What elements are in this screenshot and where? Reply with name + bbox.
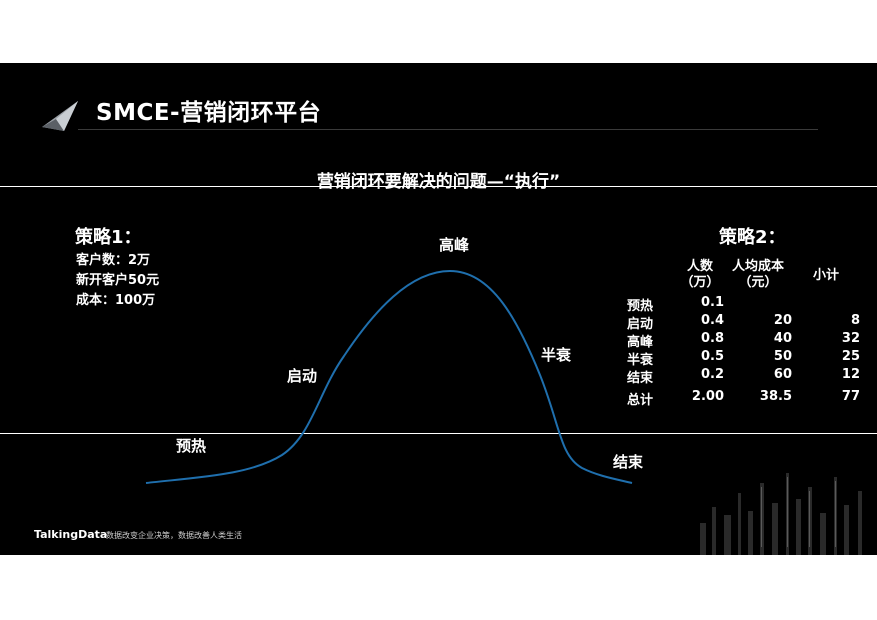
footer-slogan: 数据改变企业决策，数据改善人类生活 [106, 531, 242, 540]
strategy1-total-cost: 成本：100万 [76, 293, 156, 308]
baseline-divider [0, 433, 877, 434]
slide: SMCE-营销闭环平台 营销闭环要解决的问题—“执行” 策略1： 客户数：2万 … [0, 63, 877, 555]
total-subtotal: 77 [841, 389, 860, 404]
curve-label-launch: 启动 [287, 367, 318, 385]
row-people: 0.4 [700, 313, 724, 328]
curve-label-peak: 高峰 [439, 236, 470, 254]
curve-label-end: 结束 [613, 453, 644, 471]
strategy2-heading: 策略2： [719, 227, 786, 248]
total-unit-cost: 38.5 [759, 389, 792, 404]
row-people: 0.1 [700, 295, 724, 310]
row-subtotal: 12 [841, 367, 860, 382]
header-unit-cost-unit: （元） [738, 275, 778, 290]
header-people: 人数 （万） [678, 259, 722, 291]
curve-label-decline: 半衰 [541, 346, 572, 364]
lifecycle-curve-line [145, 269, 633, 484]
curve-label-preheat: 预热 [176, 437, 207, 455]
row-unit-cost: 40 [773, 331, 792, 346]
row-stage: 预热 [627, 299, 654, 314]
city-skyline-decoration [700, 473, 862, 555]
row-unit-cost: 50 [773, 349, 792, 364]
footer-brand-logo: TalkingData [34, 528, 108, 541]
header-people-label: 人数 [686, 259, 713, 274]
title-divider [78, 129, 818, 130]
row-stage: 半衰 [627, 353, 654, 368]
strategy1-heading: 策略1： [75, 227, 142, 248]
slide-title: SMCE-营销闭环平台 [96, 100, 322, 126]
header-unit-cost-label: 人均成本 [731, 259, 784, 274]
row-unit-cost: 20 [773, 313, 792, 328]
total-stage: 总计 [627, 393, 654, 408]
logo-icon [42, 101, 78, 131]
header-unit-cost: 人均成本 （元） [726, 259, 790, 291]
row-subtotal: 8 [850, 313, 860, 328]
row-stage: 结束 [627, 371, 654, 386]
header-people-unit: （万） [680, 275, 720, 290]
row-subtotal: 32 [841, 331, 860, 346]
strategy1-new-customer-cost: 新开客户50元 [76, 273, 160, 288]
lifecycle-curve [145, 269, 633, 484]
row-unit-cost: 60 [773, 367, 792, 382]
row-people: 0.8 [700, 331, 724, 346]
row-people: 0.2 [700, 367, 724, 382]
row-stage: 高峰 [627, 335, 654, 350]
total-people: 2.00 [691, 389, 724, 404]
strategy1-customers: 客户数：2万 [76, 253, 151, 268]
row-stage: 启动 [627, 317, 654, 332]
slide-subtitle: 营销闭环要解决的问题—“执行” [316, 172, 561, 192]
row-subtotal: 25 [841, 349, 860, 364]
subtitle-divider [0, 186, 877, 187]
row-people: 0.5 [700, 349, 724, 364]
header-subtotal: 小计 [812, 268, 839, 283]
